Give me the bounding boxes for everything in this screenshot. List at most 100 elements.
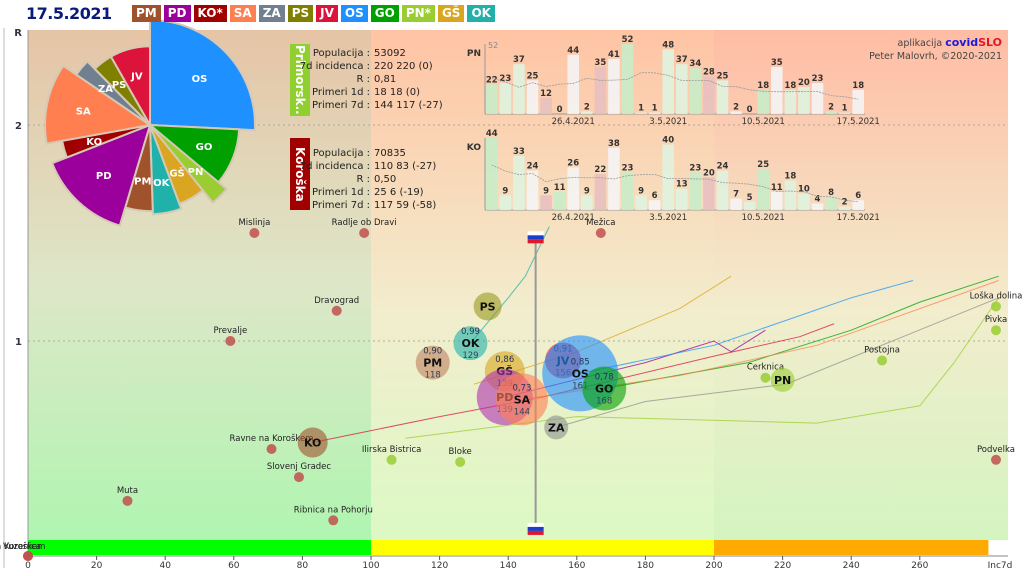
pn-chart-bar-label: 41 (608, 50, 620, 60)
stats-koroska: Populacija : 70835 7d incidenca : 110 83 (-… (285, 147, 437, 212)
slovenia-flag-icon (527, 522, 544, 535)
stat-row: 7d incidenca : 110 83 (-27) (285, 160, 437, 173)
municipality-point (991, 301, 1001, 312)
region-bubble-sa (495, 373, 548, 426)
municipality-label: Bloke (449, 447, 472, 457)
pn-chart-bar-label: 37 (676, 55, 688, 65)
ko-chart-bar-label: 23 (622, 163, 634, 173)
credit-prefix: aplikacija (897, 38, 943, 49)
pn-chart-bar-label: 25 (527, 71, 539, 81)
ko-chart-bar (825, 196, 837, 210)
x-axis-label: Inc7d (988, 561, 1013, 571)
pn-chart-bar-label: 22 (486, 75, 498, 85)
ko-chart-bar (689, 172, 702, 210)
pn-chart-bar-label: 28 (703, 67, 715, 77)
legend-item-os[interactable]: OS (340, 5, 368, 22)
ko-chart-bar-label: 24 (527, 162, 539, 172)
pie-slice-pd (50, 123, 152, 227)
stat-value: 18 18 (0) (374, 87, 420, 98)
ko-chart-bar-label: 38 (608, 139, 620, 149)
legend-item-jv[interactable]: JV (316, 5, 338, 22)
pie-label: PN (188, 167, 204, 178)
ko-chart-bar-label: 26 (567, 158, 579, 168)
municipality-label: Ribnica na Pohorju (294, 505, 373, 515)
legend-item-gš[interactable]: GŠ (437, 5, 465, 22)
x-tick-label: 100 (362, 561, 379, 571)
pn-chart-bar-label: 44 (567, 46, 579, 56)
pn-chart-bar-label: 48 (662, 40, 674, 50)
stats-primorska: Populacija : 53092 7d incidenca : 220 220 (… (285, 47, 443, 112)
legend-item-sa[interactable]: SA (229, 5, 256, 22)
ko-chart-bar-label: 44 (486, 129, 498, 139)
municipality-point (122, 495, 133, 506)
region-bubble-pm (415, 345, 450, 380)
legend-item-pd[interactable]: PD (163, 5, 191, 22)
region-r-value: 0,86 (495, 355, 514, 365)
municipality-label: Slovenj Gradec (267, 462, 332, 472)
legend-item-ps[interactable]: PS (287, 5, 314, 22)
y-tick-label: 2 (15, 121, 22, 132)
pn-chart-bar (540, 97, 552, 114)
credit-author: Peter Malovrh, ©2020-2021 (869, 51, 1002, 62)
ko-chart-bar (486, 138, 498, 210)
stat-row: Populacija : 53092 (285, 47, 443, 60)
pn-chart-bar-label: 12 (540, 89, 552, 99)
pie-label: JV (130, 72, 143, 83)
municipality-point (266, 444, 277, 454)
legend-item-ko[interactable]: KO* (193, 5, 227, 22)
x-tick-label: 0 (25, 561, 31, 571)
legend-item-za[interactable]: ZA (258, 5, 285, 22)
region-r-value: 0,90 (423, 347, 442, 357)
pn-chart-bar (621, 44, 634, 114)
trajectory-line (470, 226, 550, 344)
pn-chart-bar-label: 18 (757, 81, 769, 91)
pn-chart-title: PN (467, 49, 481, 59)
stat-row: R :0,50 (285, 173, 436, 186)
municipality-point (23, 551, 33, 561)
pn-chart-bar-label: 2 (733, 102, 739, 112)
ko-chart-bar (567, 167, 579, 210)
ko-chart-bar (594, 174, 607, 210)
pie-slice-jv (109, 45, 151, 129)
stat-label: Populacija : (312, 148, 370, 159)
legend-item-ok[interactable]: OK (467, 5, 495, 22)
stat-label: 7d incidenca : (299, 161, 370, 172)
pn-chart-bar (771, 66, 783, 114)
ko-chart-bar-label: 10 (798, 185, 810, 195)
region-incidence-value: 118 (425, 371, 441, 381)
ko-chart-bar (852, 200, 864, 210)
legend-item-go[interactable]: GO (370, 5, 399, 22)
zone-bar (714, 540, 989, 555)
pie-label: OK (153, 178, 171, 189)
region-bubble-label: ZA (548, 421, 565, 434)
municipality-label: Cerknica (747, 363, 784, 373)
ko-chart-moving-average (491, 164, 859, 203)
stat-row: 7d incidenca : 220 220 (0) (285, 60, 443, 73)
stat-value: 53092 (374, 48, 406, 59)
pie-slice-ok (149, 124, 183, 216)
stat-row: Primeri 7d : 144 117 (-27) (285, 99, 443, 112)
pie-slice-sa (44, 64, 153, 145)
legend-item-pn[interactable]: PN* (401, 5, 435, 22)
ko-chart-bar-label: 18 (784, 172, 796, 182)
y-tick-label: 1 (15, 337, 22, 348)
pie-label: PS (112, 80, 127, 91)
pn-chart-bar-label: 23 (499, 74, 511, 84)
pn-chart-bar-label: 34 (689, 59, 701, 69)
ko-chart-title: KO (467, 143, 482, 153)
pn-chart-moving-average (491, 72, 859, 100)
pie-label: PD (96, 171, 112, 182)
municipality-point (595, 228, 606, 238)
region-bubble-ok (453, 326, 488, 361)
pn-chart-bar (689, 68, 702, 114)
region-bubble-label: PM (423, 357, 442, 370)
stat-row: Populacija : 70835 (285, 147, 436, 160)
ko-chart-bar (730, 198, 742, 210)
pn-chart-bar-label: 1 (842, 104, 848, 114)
pn-chart-bar (838, 112, 851, 114)
stat-row: R :0,81 (285, 73, 443, 86)
pn-chart-bar (526, 80, 539, 114)
legend-item-pm[interactable]: PM (132, 5, 161, 22)
municipality-label: Ilirska Bistrica (362, 445, 422, 455)
municipality-label: na Koroškem (0, 541, 45, 552)
